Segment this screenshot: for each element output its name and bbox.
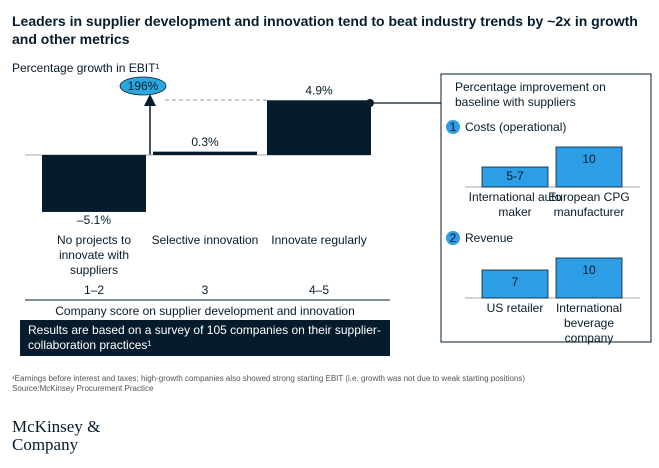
category-label: US retailer	[486, 301, 544, 315]
y-axis-label: Percentage growth in EBIT¹	[12, 61, 160, 75]
title: Leaders in supplier development and inno…	[12, 13, 638, 47]
category-label: Selective innovation	[151, 233, 259, 247]
footnote: ¹Earnings before interest and taxes; hig…	[12, 374, 526, 383]
value-label: –5.1%	[77, 213, 111, 227]
category-label: No projects to innovate with suppliers	[56, 233, 132, 277]
panel-title: Percentage improvement on baseline with …	[455, 80, 606, 109]
source: Source:McKinsey Procurement Practice	[12, 384, 154, 393]
bar	[555, 146, 623, 188]
subchart-title: Costs (operational)	[465, 120, 566, 134]
bar	[481, 166, 549, 188]
value-label: 4.9%	[305, 83, 333, 97]
marker-circle	[446, 120, 460, 134]
category-label: International beverage company	[555, 301, 623, 345]
marker: 1	[450, 120, 457, 134]
value-label: 0.3%	[191, 135, 219, 149]
value-label: 10	[582, 152, 596, 166]
marker: 2	[450, 231, 457, 245]
score-label: 4–5	[309, 283, 329, 297]
value-label: 10	[582, 263, 596, 277]
value-label: 5-7	[506, 169, 524, 183]
bar	[267, 100, 371, 155]
bar	[153, 151, 257, 155]
bar	[42, 155, 146, 212]
bar	[481, 269, 549, 299]
category-label: Innovate regularly	[271, 233, 367, 247]
annotation-bubble	[119, 76, 167, 96]
note-box	[20, 320, 390, 356]
annotation: 196%	[128, 79, 159, 93]
note: Results are based on a survey of 105 com…	[28, 323, 381, 352]
score-label: 3	[202, 283, 209, 297]
category-label: International auto maker	[468, 190, 562, 219]
subchart-title: Revenue	[465, 231, 513, 245]
panel-frame	[440, 73, 652, 343]
marker-circle	[446, 231, 460, 245]
score-label: 1–2	[84, 283, 104, 297]
logo: McKinsey & Company	[12, 417, 101, 454]
value-label: 7	[512, 275, 519, 289]
x-axis-label: Company score on supplier development an…	[55, 304, 355, 318]
bar	[555, 257, 623, 299]
category-label: European CPG manufacturer	[548, 190, 630, 219]
